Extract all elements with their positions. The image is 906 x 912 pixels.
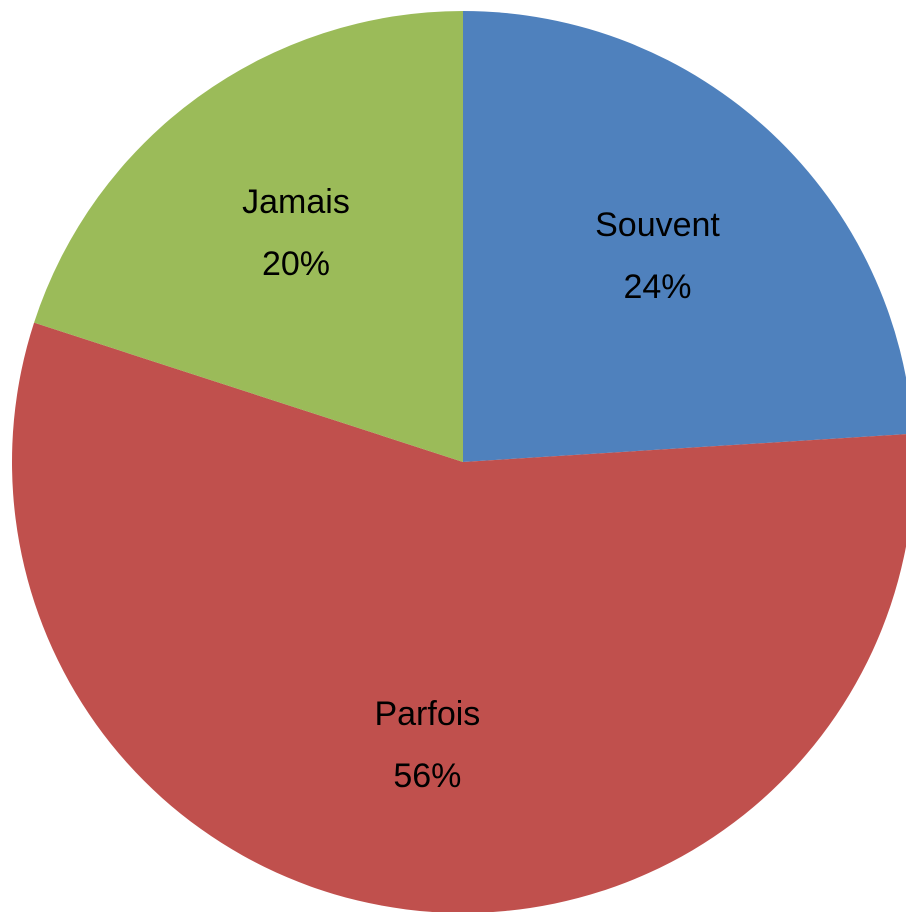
slice-value-jamais: 20%	[262, 245, 330, 283]
pie-slice-souvent	[463, 11, 906, 462]
pie-slice-jamais	[34, 11, 463, 462]
slices-layer	[12, 11, 906, 912]
slice-value-parfois: 56%	[393, 757, 461, 795]
labels-layer: Souvent 24% Parfois 56% Jamais 20%	[242, 183, 720, 795]
slice-label-jamais: Jamais	[242, 183, 350, 221]
slice-label-souvent: Souvent	[595, 206, 720, 244]
slice-label-parfois: Parfois	[374, 695, 480, 733]
slice-value-souvent: 24%	[623, 268, 691, 306]
pie-slice-parfois	[12, 322, 906, 912]
